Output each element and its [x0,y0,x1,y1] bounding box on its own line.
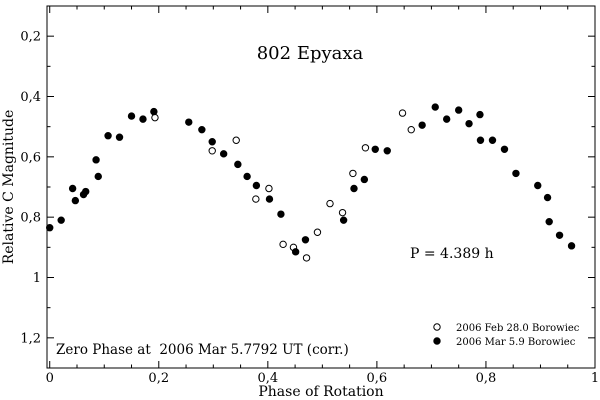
y-tick-label: 0,8 [20,211,41,226]
period-label: P = 4.389 h [410,246,494,262]
data-point-mar5 [454,106,463,114]
data-point-feb28 [313,228,322,236]
y-tick-label: 1,2 [20,331,41,346]
data-point-mar5 [534,181,542,190]
data-point-mar5 [339,216,348,224]
data-point-feb28 [252,195,260,203]
data-point-mar5 [567,242,576,250]
legend-marker-open-circle [433,323,441,331]
data-point-feb28 [151,113,159,122]
data-point-mar5 [383,147,391,155]
data-point-feb28 [398,109,407,117]
data-point-mar5 [46,224,54,232]
y-tick-label: 0,2 [20,30,41,45]
data-point-mar5 [418,121,426,129]
data-point-feb28 [265,184,273,193]
y-tick-label: 0,6 [20,150,41,165]
x-tick-label: 0,2 [148,371,169,386]
data-point-mar5 [442,115,451,123]
data-point-mar5 [127,112,136,120]
data-point-mar5 [68,184,77,193]
data-point-mar5 [500,145,509,153]
x-axis-label: Phase of Rotation [258,384,383,400]
data-point-mar5 [543,193,552,202]
data-point-mar5 [545,217,553,226]
data-point-feb28 [302,254,311,262]
x-tick-label: 0 [46,371,54,386]
data-point-mar5 [139,115,147,123]
data-point-mar5 [208,138,216,146]
data-point-mar5 [115,133,124,141]
data-point-mar5 [82,187,90,196]
axis-tick-labels: 0 0,2 0,4 0,6 0,8 1 0,2 0,4 0,6 0,8 1 1,2 [20,30,599,386]
axis-ticks [47,5,596,369]
data-point-feb28 [338,208,347,217]
data-point-mar5 [301,236,310,244]
data-point-mar5 [252,181,261,190]
data-point-mar5 [291,248,300,256]
data-point-feb28 [279,240,287,249]
data-point-feb28 [407,125,415,134]
data-point-mar5 [198,125,206,134]
data-point-mar5 [57,216,65,224]
legend-label-feb28: 2006 Feb 28.0 Borowiec [456,323,580,334]
zero-phase-annotation: Zero Phase at 2006 Mar 5.7792 UT (corr.) [56,342,349,358]
data-point-mar5 [94,172,102,181]
chart-legend: 2006 Feb 28.0 Borowiec 2006 Mar 5.9 Boro… [433,323,580,348]
data-point-mar5 [277,210,285,218]
data-point-mar5 [243,172,251,181]
legend-label-mar5: 2006 Mar 5.9 Borowiec [456,337,576,348]
data-point-mar5 [185,118,193,126]
x-tick-label: 1 [591,371,599,386]
x-tick-label: 0,4 [257,371,278,386]
data-point-mar5 [476,136,485,144]
data-point-feb28 [361,144,370,152]
data-point-mar5 [350,184,358,193]
data-point-mar5 [476,110,484,119]
data-point-mar5 [71,196,80,205]
data-point-feb28 [326,199,334,208]
data-point-feb28 [232,136,240,144]
data-point-mar5 [104,132,112,140]
legend-marker-filled-circle [433,337,441,345]
data-point-mar5 [92,156,100,164]
data-point-feb28 [208,147,216,155]
data-point-feb28 [349,169,357,178]
data-point-mar5 [265,195,274,203]
data-point-mar5 [465,119,473,128]
data-point-mar5 [234,160,242,169]
y-axis-label: Relative C Magnitude [1,110,17,265]
data-point-mar5 [512,169,520,178]
data-point-mar5 [371,145,379,153]
data-point-mar5 [150,107,158,116]
data-point-mar5 [219,150,228,158]
data-points [46,103,576,262]
data-point-mar5 [488,136,497,144]
data-point-mar5 [360,175,369,184]
data-point-mar5 [555,231,564,239]
y-tick-label: 0,4 [20,90,41,105]
y-tick-label: 1 [33,271,41,286]
x-tick-label: 0,8 [476,371,497,386]
data-point-mar5 [431,103,439,111]
chart-title: 802 Epyaxa [257,43,364,64]
x-tick-label: 0,6 [367,371,388,386]
